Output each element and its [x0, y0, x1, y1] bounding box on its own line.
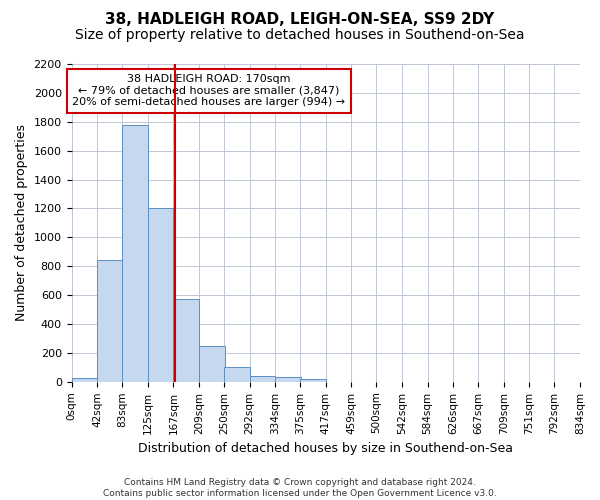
X-axis label: Distribution of detached houses by size in Southend-on-Sea: Distribution of detached houses by size …: [138, 442, 513, 455]
Bar: [199, 346, 224, 382]
Bar: [148, 208, 173, 382]
Bar: [97, 260, 123, 382]
Text: 38 HADLEIGH ROAD: 170sqm
← 79% of detached houses are smaller (3,847)
20% of sem: 38 HADLEIGH ROAD: 170sqm ← 79% of detach…: [72, 74, 345, 108]
Bar: [224, 366, 250, 382]
Bar: [275, 378, 301, 382]
Text: Size of property relative to detached houses in Southend-on-Sea: Size of property relative to detached ho…: [75, 28, 525, 42]
Bar: [250, 376, 275, 382]
Bar: [300, 379, 326, 382]
Y-axis label: Number of detached properties: Number of detached properties: [15, 124, 28, 322]
Text: Contains HM Land Registry data © Crown copyright and database right 2024.
Contai: Contains HM Land Registry data © Crown c…: [103, 478, 497, 498]
Bar: [122, 124, 148, 382]
Bar: [71, 378, 97, 382]
Bar: [173, 300, 199, 382]
Text: 38, HADLEIGH ROAD, LEIGH-ON-SEA, SS9 2DY: 38, HADLEIGH ROAD, LEIGH-ON-SEA, SS9 2DY: [106, 12, 494, 28]
